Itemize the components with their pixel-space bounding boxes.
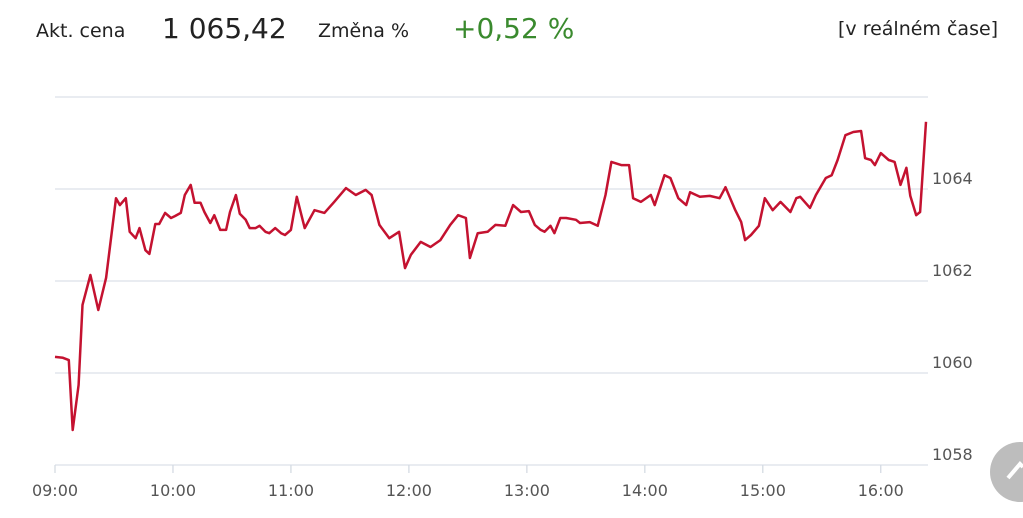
change: +0,52 % bbox=[453, 12, 575, 45]
x-tick-label: 11:00 bbox=[268, 481, 314, 500]
price: 1 065,42 bbox=[162, 12, 287, 45]
x-tick-label: 14:00 bbox=[622, 481, 668, 500]
header: Akt. cena 1 065,42 Změna % +0,52 % [v re… bbox=[0, 0, 1023, 60]
price-label: Akt. cena bbox=[36, 20, 126, 42]
change-label: Změna % bbox=[318, 20, 409, 42]
scroll-top-button[interactable] bbox=[990, 442, 1023, 502]
button-arrow[interactable] bbox=[1006, 461, 1023, 480]
x-tick-label: 12:00 bbox=[386, 481, 432, 500]
realtime-note: [v reálném čase] bbox=[838, 18, 999, 40]
y-tick-label: 1060 bbox=[932, 353, 973, 372]
price-line bbox=[54, 121, 928, 432]
x-tick-label: 13:00 bbox=[504, 481, 550, 500]
button-circle[interactable] bbox=[990, 442, 1023, 502]
y-tick-label: 1058 bbox=[932, 445, 973, 464]
x-tick-label: 15:00 bbox=[740, 481, 786, 500]
y-tick-label: 1062 bbox=[932, 261, 973, 280]
y-tick-label: 1064 bbox=[932, 169, 973, 188]
x-tick-label: 09:00 bbox=[32, 481, 78, 500]
x-tick-label: 16:00 bbox=[858, 481, 904, 500]
x-tick-label: 10:00 bbox=[150, 481, 196, 500]
